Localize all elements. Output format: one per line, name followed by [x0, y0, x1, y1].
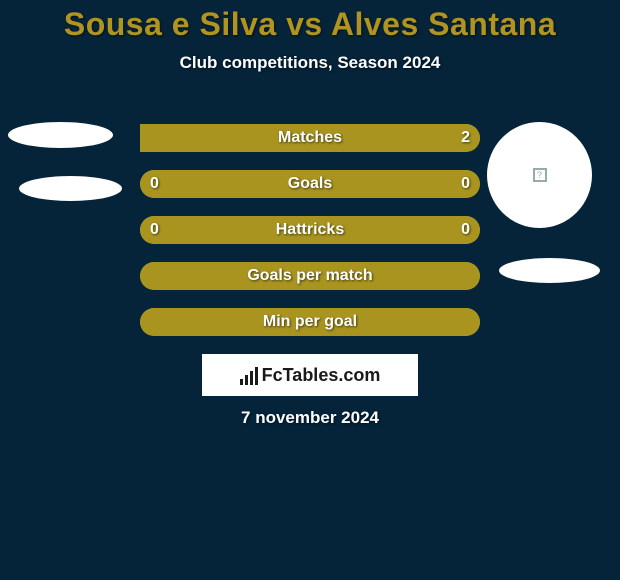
stat-label: Goals per match — [247, 267, 372, 285]
stat-value-left: 0 — [150, 175, 159, 193]
stat-bar-row: 2 Matches — [140, 124, 480, 152]
stat-bar-row: 0 0 Hattricks — [140, 216, 480, 244]
image-placeholder-icon: ? — [533, 168, 547, 182]
bar-fill-left — [140, 170, 310, 198]
stat-bar-row: Goals per match — [140, 262, 480, 290]
stat-value-left: 0 — [150, 221, 159, 239]
player-left-avatar-2 — [19, 176, 122, 201]
stat-value-right: 2 — [461, 129, 470, 147]
page-subtitle: Club competitions, Season 2024 — [0, 53, 620, 73]
bar-fill-right — [310, 170, 480, 198]
player-left-avatar-1 — [8, 122, 113, 148]
date-label: 7 november 2024 — [0, 408, 620, 428]
stat-bar-row: Min per goal — [140, 308, 480, 336]
stat-label: Min per goal — [263, 313, 357, 331]
logo-bars-icon — [240, 365, 258, 385]
stat-value-right: 0 — [461, 175, 470, 193]
player-right-avatar-1: ? — [487, 122, 592, 228]
stat-label: Goals — [288, 175, 332, 193]
stat-bars: 2 Matches 0 0 Goals 0 0 Hattricks Goals per matc… — [140, 124, 480, 354]
stat-label: Hattricks — [276, 221, 344, 239]
player-right-avatar-2 — [499, 258, 600, 283]
logo-text: FcTables.com — [262, 365, 381, 386]
page-title: Sousa e Silva vs Alves Santana — [0, 0, 620, 43]
comparison-card: Sousa e Silva vs Alves Santana Club comp… — [0, 0, 620, 580]
stat-value-right: 0 — [461, 221, 470, 239]
brand-logo: FcTables.com — [202, 354, 418, 396]
stat-label: Matches — [278, 129, 342, 147]
stat-bar-row: 0 0 Goals — [140, 170, 480, 198]
